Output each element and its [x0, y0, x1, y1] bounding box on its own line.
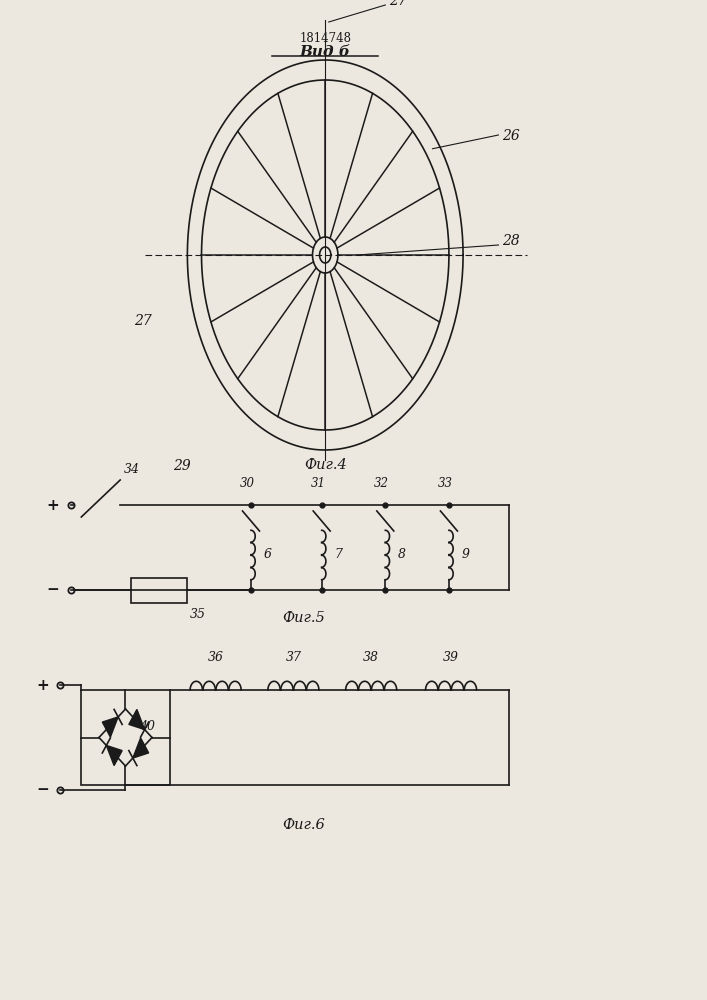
Polygon shape — [103, 717, 118, 737]
Text: 32: 32 — [374, 477, 390, 490]
Text: 30: 30 — [240, 477, 255, 490]
Text: 35: 35 — [190, 608, 206, 621]
Text: 40: 40 — [139, 720, 155, 733]
Text: 37: 37 — [286, 651, 301, 664]
Text: 6: 6 — [264, 548, 271, 562]
Text: 8: 8 — [398, 548, 406, 562]
Text: +: + — [47, 497, 59, 512]
Text: 9: 9 — [462, 548, 469, 562]
Text: 29: 29 — [173, 459, 191, 473]
Text: −: − — [47, 582, 59, 597]
Text: 34: 34 — [124, 463, 140, 476]
Text: Вид б: Вид б — [300, 45, 351, 59]
Text: +: + — [36, 678, 49, 692]
Text: 33: 33 — [438, 477, 453, 490]
Text: 27: 27 — [134, 314, 152, 328]
Polygon shape — [106, 745, 122, 766]
Text: 36: 36 — [208, 651, 223, 664]
Text: 31: 31 — [310, 477, 326, 490]
Bar — [131, 578, 187, 602]
Text: Фиг.4: Фиг.4 — [304, 458, 346, 472]
Text: 38: 38 — [363, 651, 379, 664]
Text: 1814748: 1814748 — [299, 32, 351, 45]
Text: Фиг.6: Фиг.6 — [283, 818, 325, 832]
Polygon shape — [129, 709, 145, 730]
Text: 26: 26 — [502, 129, 520, 143]
Text: −: − — [36, 782, 49, 798]
Text: 27: 27 — [389, 0, 407, 8]
Bar — [81, 690, 170, 785]
Polygon shape — [133, 738, 148, 758]
Text: 28: 28 — [502, 234, 520, 248]
Text: 7: 7 — [334, 548, 342, 562]
Text: Фиг.5: Фиг.5 — [283, 611, 325, 625]
Text: 39: 39 — [443, 651, 459, 664]
